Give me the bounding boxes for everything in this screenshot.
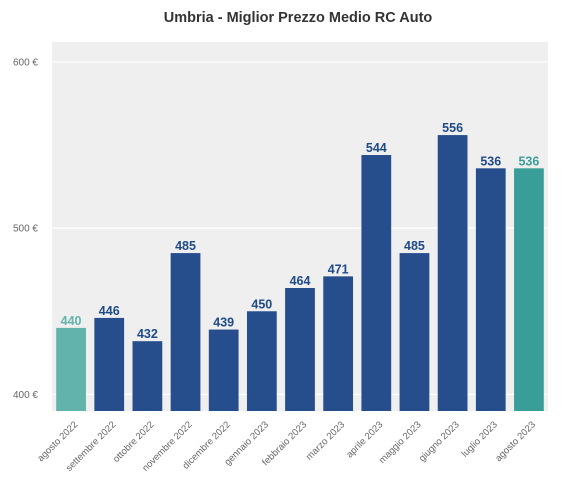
- bars: [56, 135, 544, 411]
- data-label: 446: [99, 304, 120, 318]
- data-label: 440: [61, 314, 82, 328]
- bar: [475, 168, 506, 411]
- bar: [94, 317, 125, 411]
- data-label: 536: [480, 154, 501, 168]
- bar: [246, 311, 277, 411]
- x-tick-label: luglio 2023: [460, 419, 500, 459]
- x-tick-label: marzo 2023: [304, 419, 347, 462]
- bar: [56, 327, 86, 411]
- bar: [399, 253, 430, 411]
- x-tick-label: aprile 2023: [344, 419, 385, 460]
- data-label: 464: [290, 274, 311, 288]
- y-tick-label: 600 €: [13, 57, 38, 68]
- data-label: 536: [518, 154, 539, 168]
- x-tick-label: giugno 2023: [417, 419, 462, 464]
- data-label: 432: [137, 327, 158, 341]
- chart-title: Umbria - Miglior Prezzo Medio RC Auto: [164, 10, 433, 26]
- bar: [132, 341, 163, 411]
- bar: [437, 135, 468, 411]
- data-label: 450: [251, 297, 272, 311]
- x-tick-label: agosto 2023: [493, 419, 538, 464]
- y-axis: 400 € 500 € 600 €: [13, 57, 38, 400]
- data-label: 471: [328, 262, 349, 276]
- bar: [514, 168, 544, 411]
- bar: [170, 253, 201, 411]
- bar: [208, 329, 239, 411]
- data-label: 485: [175, 239, 196, 253]
- bar: [361, 155, 392, 411]
- data-label: 544: [366, 141, 387, 155]
- y-tick-label: 500 €: [13, 224, 38, 235]
- data-label: 485: [404, 239, 425, 253]
- data-label: 439: [213, 316, 234, 330]
- bar: [285, 288, 315, 411]
- bar: [323, 276, 354, 411]
- data-label: 556: [442, 121, 463, 135]
- y-tick-label: 400 €: [13, 390, 38, 401]
- value-labels: 440 446 432 485 439 450 464 471 544 485 556 536 536: [61, 121, 540, 341]
